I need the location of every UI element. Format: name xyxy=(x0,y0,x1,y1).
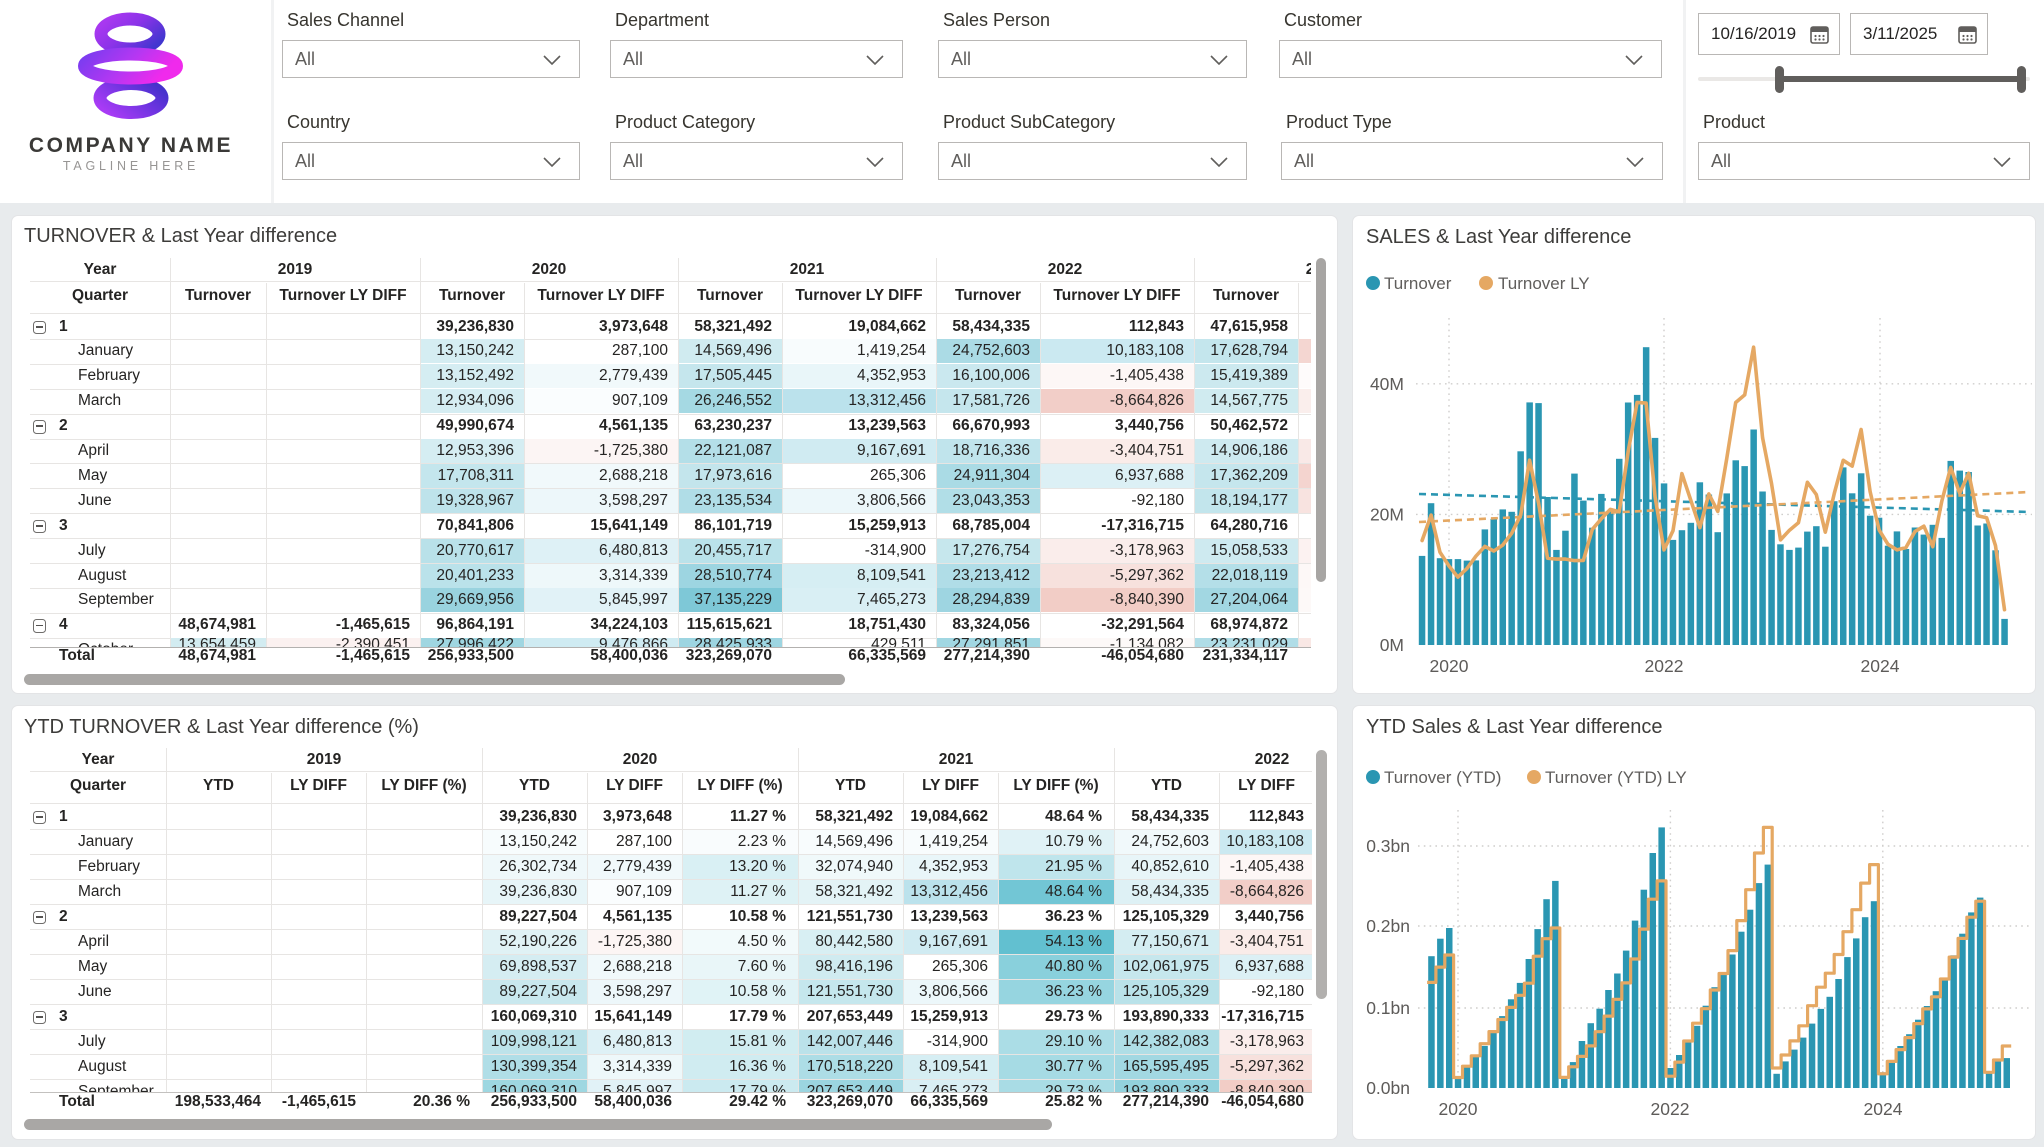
svg-text:2022: 2022 xyxy=(1651,1099,1690,1119)
svg-text:0.2bn: 0.2bn xyxy=(1366,916,1410,936)
svg-text:2022: 2022 xyxy=(1645,656,1684,676)
svg-text:0M: 0M xyxy=(1380,635,1404,655)
svg-text:20M: 20M xyxy=(1370,504,1404,524)
svg-text:0.0bn: 0.0bn xyxy=(1366,1078,1410,1098)
svg-text:0.1bn: 0.1bn xyxy=(1366,998,1410,1018)
svg-text:2020: 2020 xyxy=(1430,656,1469,676)
svg-text:0.3bn: 0.3bn xyxy=(1366,836,1410,856)
svg-text:40M: 40M xyxy=(1370,374,1404,394)
svg-text:2024: 2024 xyxy=(1864,1099,1903,1119)
svg-text:2020: 2020 xyxy=(1439,1099,1478,1119)
svg-text:2024: 2024 xyxy=(1861,656,1900,676)
